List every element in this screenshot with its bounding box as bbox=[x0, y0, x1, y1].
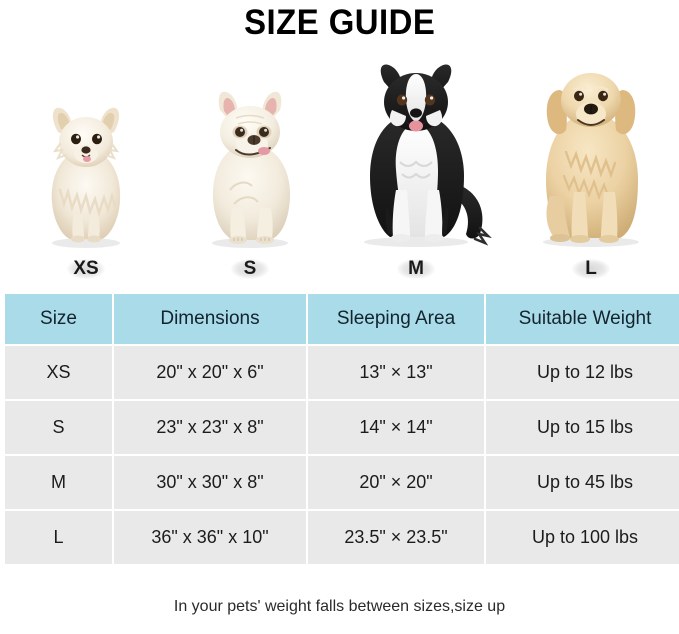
cell-dimensions: 30" x 30" x 8" bbox=[114, 456, 306, 509]
label-shadow-disc bbox=[231, 259, 269, 279]
cell-suitable-weight: Up to 12 lbs bbox=[486, 346, 679, 399]
page-title-container: SIZE GUIDE bbox=[0, 0, 679, 44]
dog-size-label-s: S bbox=[186, 252, 314, 286]
cell-suitable-weight: Up to 100 lbs bbox=[486, 511, 679, 564]
table-row: M 30" x 30" x 8" 20" × 20" Up to 45 lbs bbox=[5, 456, 679, 509]
label-shadow-disc bbox=[572, 259, 610, 279]
cell-suitable-weight: Up to 15 lbs bbox=[486, 401, 679, 454]
cell-dimensions: 20" x 20" x 6" bbox=[114, 346, 306, 399]
dog-photo-border-collie bbox=[330, 58, 502, 248]
sizing-note: In your pets' weight falls between sizes… bbox=[173, 598, 506, 615]
cell-sleeping-area: 23.5" × 23.5" bbox=[308, 511, 484, 564]
dog-cell-l: L bbox=[516, 48, 666, 286]
dog-size-letter: XS bbox=[73, 258, 99, 279]
table-header-row: Size Dimensions Sleeping Area Suitable W… bbox=[5, 294, 679, 344]
dog-size-letter: S bbox=[243, 258, 257, 279]
dog-size-label-m: M bbox=[330, 252, 502, 286]
dog-size-label-xs: XS bbox=[22, 252, 150, 286]
cell-dimensions: 36" x 36" x 10" bbox=[114, 511, 306, 564]
cell-size: S bbox=[5, 401, 112, 454]
dog-size-label-l: L bbox=[516, 252, 666, 286]
table-row: L 36" x 36" x 10" 23.5" × 23.5" Up to 10… bbox=[5, 511, 679, 564]
table-header: Size Dimensions Sleeping Area Suitable W… bbox=[5, 294, 679, 344]
dog-cell-m: M bbox=[330, 48, 502, 286]
table-row: S 23" x 23" x 8" 14" × 14" Up to 15 lbs bbox=[5, 401, 679, 454]
cell-size: L bbox=[5, 511, 112, 564]
dog-photo-chihuahua bbox=[22, 98, 150, 248]
size-guide-table: Size Dimensions Sleeping Area Suitable W… bbox=[3, 292, 679, 566]
dog-photo-french-bulldog bbox=[186, 84, 314, 248]
cell-size: M bbox=[5, 456, 112, 509]
label-shadow-disc bbox=[397, 259, 435, 279]
cell-sleeping-area: 20" × 20" bbox=[308, 456, 484, 509]
column-header-suitable-weight: Suitable Weight bbox=[486, 294, 679, 344]
dog-cell-xs: XS bbox=[22, 88, 150, 286]
table-body: XS 20" x 20" x 6" 13" × 13" Up to 12 lbs… bbox=[5, 346, 679, 564]
cell-dimensions: 23" x 23" x 8" bbox=[114, 401, 306, 454]
column-header-size: Size bbox=[5, 294, 112, 344]
dog-photo-golden-retriever bbox=[516, 56, 666, 248]
cell-size: XS bbox=[5, 346, 112, 399]
cell-suitable-weight: Up to 45 lbs bbox=[486, 456, 679, 509]
page-title: SIZE GUIDE bbox=[243, 2, 436, 42]
dog-size-gallery: XS bbox=[0, 44, 679, 286]
cell-sleeping-area: 14" × 14" bbox=[308, 401, 484, 454]
dog-size-letter: L bbox=[585, 258, 597, 279]
column-header-sleeping-area: Sleeping Area bbox=[308, 294, 484, 344]
dog-cell-s: S bbox=[186, 74, 314, 286]
table-row: XS 20" x 20" x 6" 13" × 13" Up to 12 lbs bbox=[5, 346, 679, 399]
column-header-dimensions: Dimensions bbox=[114, 294, 306, 344]
cell-sleeping-area: 13" × 13" bbox=[308, 346, 484, 399]
label-shadow-disc bbox=[67, 259, 105, 279]
dog-size-letter: M bbox=[408, 258, 424, 279]
